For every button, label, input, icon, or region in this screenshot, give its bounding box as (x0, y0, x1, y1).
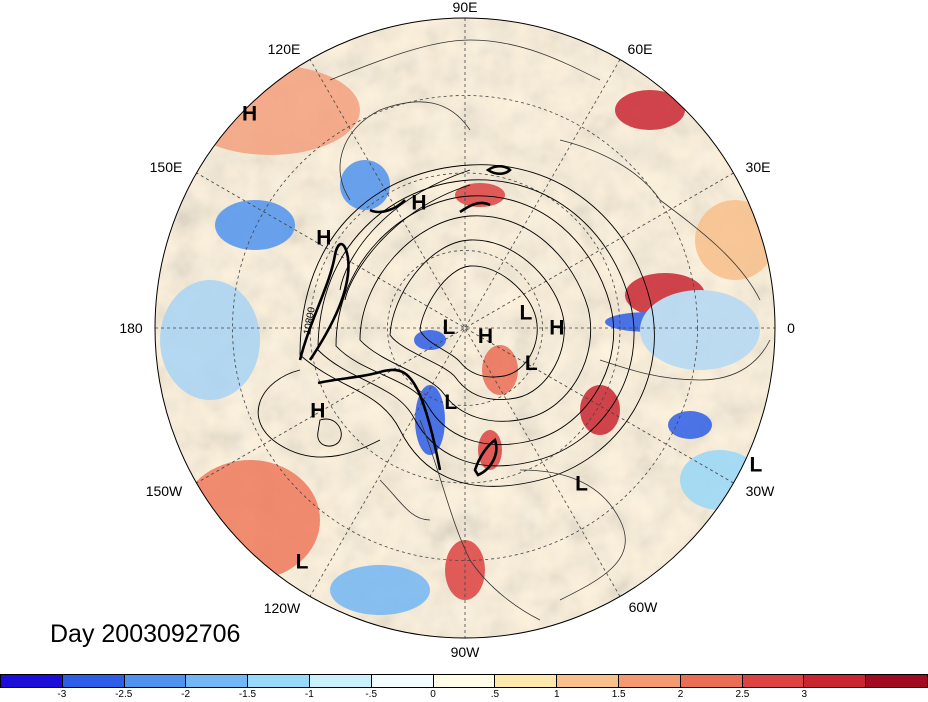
polar-stereographic-map: 10800 90E 60E 30E 0 30W 60W 90W 120W 150… (119, 0, 795, 660)
colorbar-swatch (124, 675, 187, 687)
low-center: L (519, 302, 532, 325)
high-center: H (316, 226, 331, 249)
lon-label-60e: 60E (628, 41, 653, 57)
colorbar-swatch (309, 675, 372, 687)
lon-label-30e: 30E (746, 159, 771, 175)
colorbar-swatch (495, 675, 558, 687)
colorbar-labels: -3 -2.5 -2 -1.5 -1 -.5 0 .5 1 1.5 2 2.5 3 (0, 688, 928, 702)
lon-label-120w: 120W (264, 600, 301, 616)
colorbar-swatch (680, 675, 743, 687)
high-center: H (242, 103, 257, 126)
colorbar-swatch (62, 675, 125, 687)
colorbar-tick-label: -2.5 (115, 689, 133, 700)
high-center: H (310, 400, 325, 423)
colorbar-swatch (804, 675, 867, 687)
colorbar-swatch (866, 675, 927, 687)
colorbar: -3 -2.5 -2 -1.5 -1 -.5 0 .5 1 1.5 2 2.5 3 (0, 674, 928, 702)
high-center: H (549, 316, 564, 339)
colorbar-swatch (433, 675, 496, 687)
contour-label: 10800 (302, 306, 318, 336)
low-center: L (575, 473, 588, 496)
colorbar-tick-label: 0 (430, 689, 436, 700)
longitude-labels: 90E 60E 30E 0 30W 60W 90W 120W 150W 180 … (119, 0, 795, 660)
lon-label-150e: 150E (150, 159, 183, 175)
lon-label-90w: 90W (451, 644, 481, 660)
colorbar-tick-label: 2 (677, 689, 684, 700)
colorbar-tick-label: -1 (304, 689, 314, 700)
colorbar-tick-label: -2 (181, 689, 191, 700)
colorbar-tick-label: -3 (57, 689, 67, 700)
colorbar-tick-label: .5 (490, 689, 500, 700)
lon-label-90e: 90E (453, 0, 478, 15)
lon-label-0: 0 (787, 320, 795, 336)
colorbar-tick-label: 2.5 (735, 689, 750, 700)
colorbar-swatches (0, 674, 928, 688)
colorbar-swatch (371, 675, 434, 687)
colorbar-swatch (742, 675, 805, 687)
colorbar-tick-label: 1.5 (611, 689, 626, 700)
day-label: Day 2003092706 (50, 620, 241, 648)
lon-label-180: 180 (119, 320, 143, 336)
colorbar-swatch (618, 675, 681, 687)
colorbar-swatch (1, 675, 63, 687)
height-contours (257, 164, 655, 487)
colorbar-tick-label: -1.5 (238, 689, 257, 700)
lon-label-30w: 30W (746, 483, 776, 499)
map-boundary (154, 17, 776, 639)
high-center: H (478, 325, 493, 348)
low-center: L (525, 352, 538, 375)
colorbar-tick-label: 3 (801, 689, 808, 700)
lon-label-60w: 60W (629, 599, 659, 615)
high-center: H (411, 191, 426, 214)
low-center: L (444, 391, 457, 414)
colorbar-swatch (186, 675, 249, 687)
low-center: L (296, 551, 309, 574)
lon-label-150w: 150W (146, 483, 183, 499)
jet-contours (298, 164, 512, 477)
colorbar-tick-label: -.5 (365, 689, 378, 700)
lon-label-120e: 120E (268, 41, 301, 57)
coastlines (329, 39, 771, 621)
low-center: L (749, 454, 762, 477)
colorbar-tick-label: 1 (554, 689, 560, 700)
low-center: L (442, 316, 455, 339)
colorbar-swatch (557, 675, 619, 687)
colorbar-swatch (248, 675, 310, 687)
